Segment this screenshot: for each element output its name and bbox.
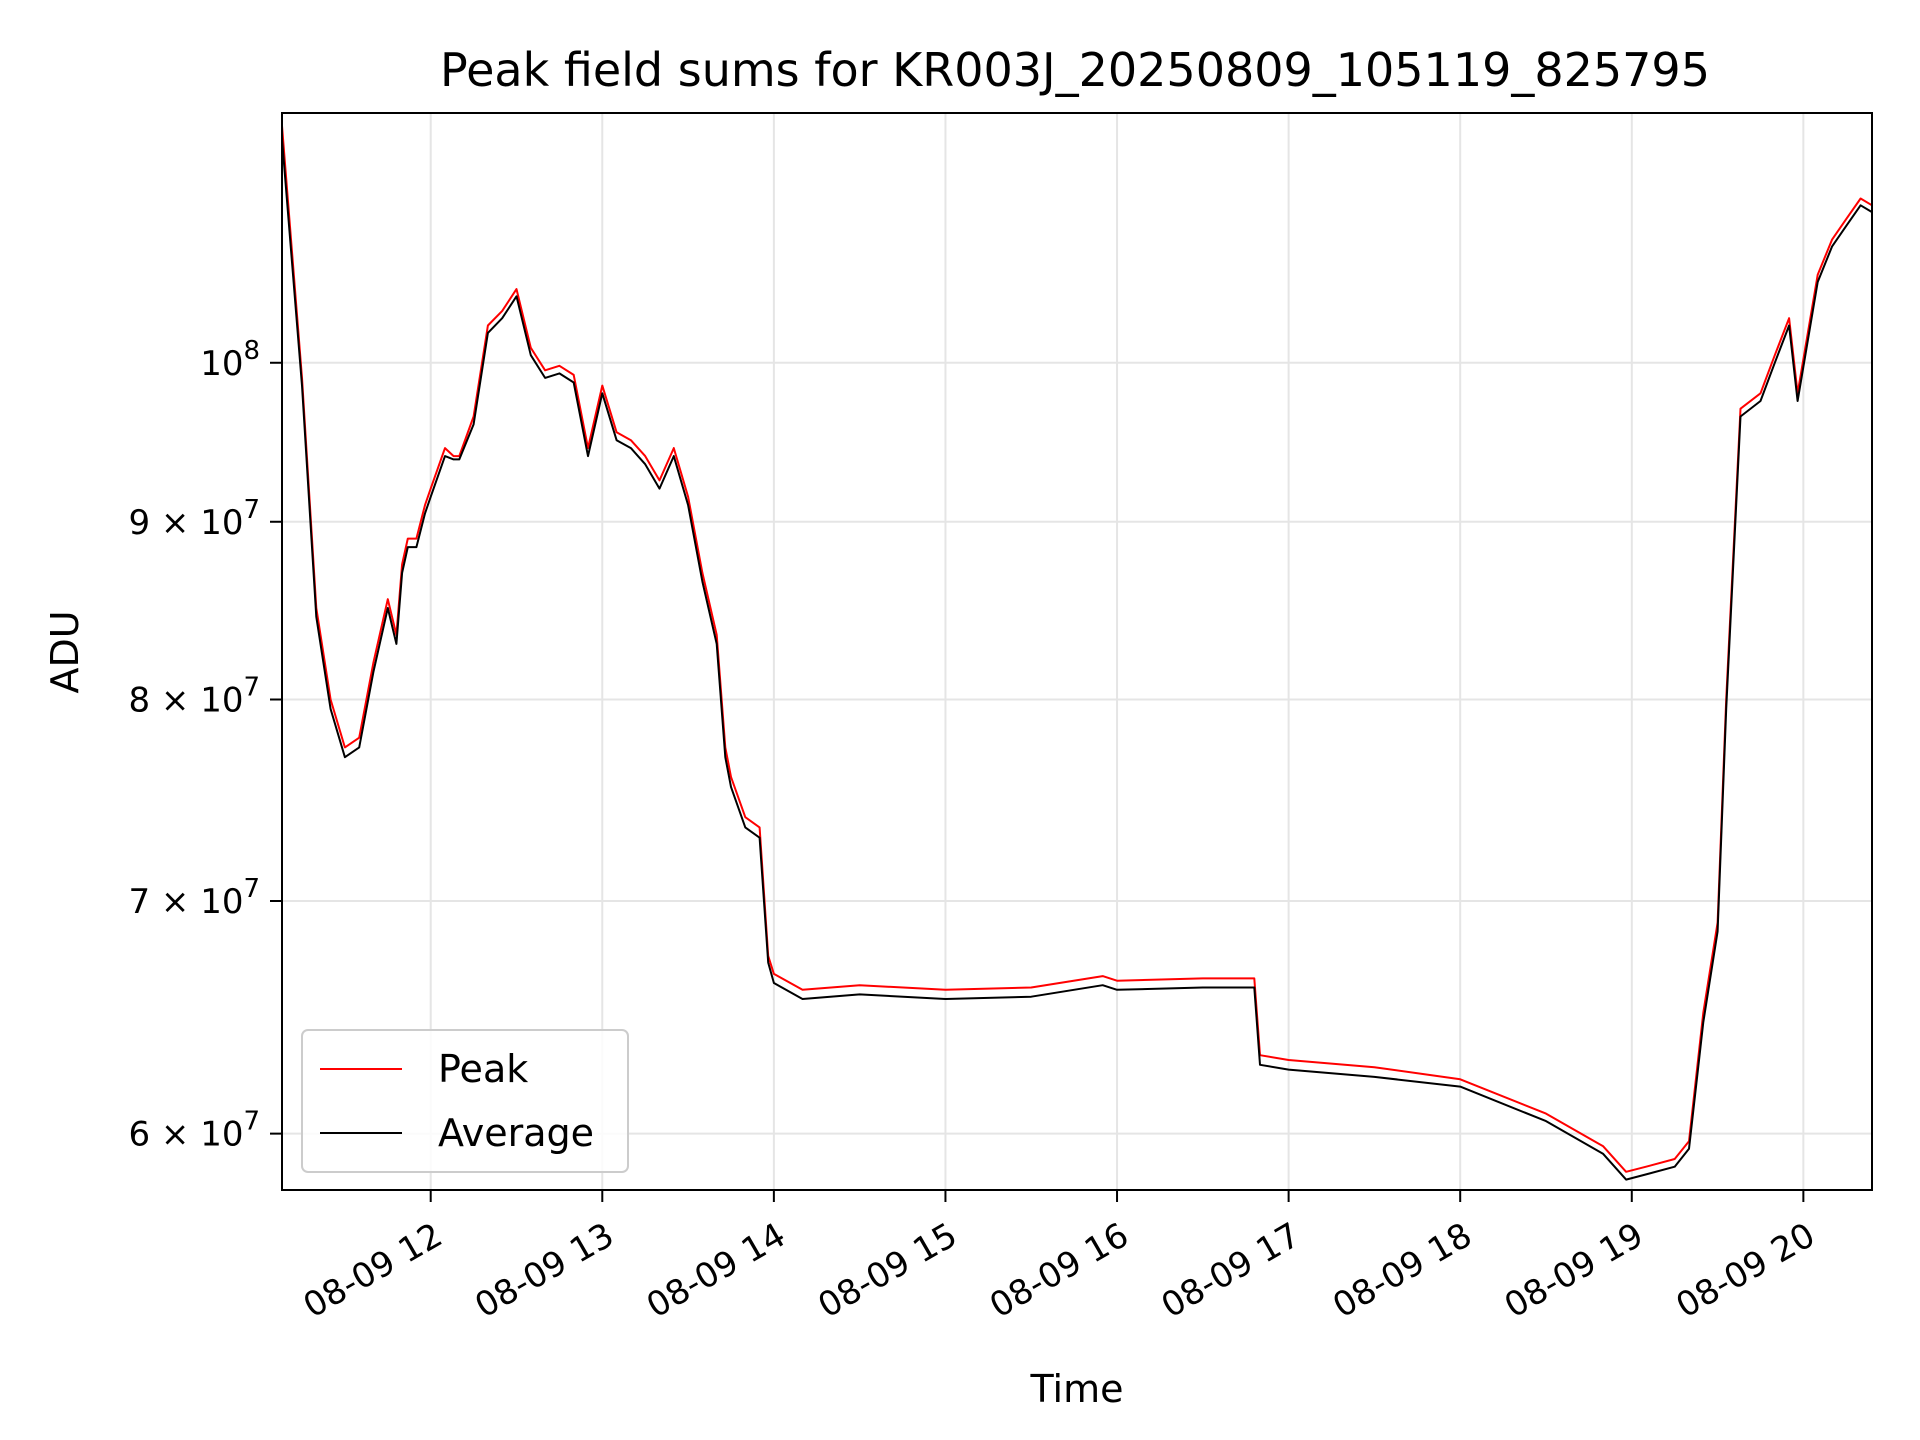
series-line-average <box>281 138 1873 1181</box>
chart-title: Peak field sums for KR003J_20250809_1051… <box>440 43 1710 97</box>
grid <box>282 113 1872 1190</box>
legend: Peak Average <box>301 1029 629 1173</box>
legend-label-peak: Peak <box>438 1047 528 1091</box>
legend-label-average: Average <box>438 1111 594 1155</box>
y-tick-label: 9 × 107 <box>128 495 260 543</box>
y-tick-label: 8 × 107 <box>128 673 260 721</box>
legend-box <box>301 1029 629 1173</box>
y-tick-label: 7 × 107 <box>128 874 260 922</box>
y-tick-label: 6 × 107 <box>128 1107 260 1155</box>
x-axis-label: Time <box>1030 1367 1124 1411</box>
y-axis-label: ADU <box>43 610 87 693</box>
plot-frame <box>281 112 1873 1191</box>
series-layer <box>281 125 1873 1181</box>
series-line-peak <box>281 125 1873 1173</box>
